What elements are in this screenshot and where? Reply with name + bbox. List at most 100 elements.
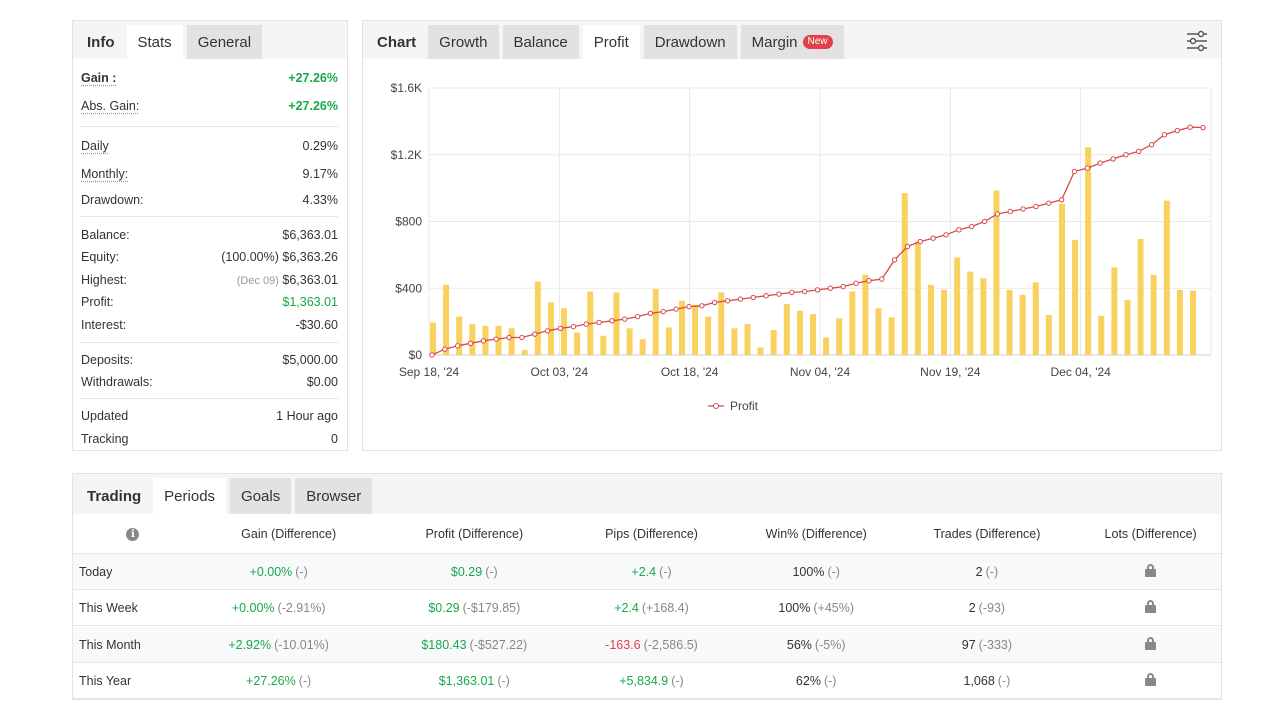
- profit-point: [634, 313, 641, 320]
- profit-point: [1174, 127, 1180, 134]
- tab-general[interactable]: General: [186, 25, 263, 59]
- stat-monthly: Monthly: 9.17%: [81, 164, 338, 184]
- profit-point: [1187, 124, 1193, 130]
- stat-tracking-label: Tracking: [81, 432, 129, 446]
- tab-browser[interactable]: Browser: [295, 478, 373, 514]
- stat-tracking: Tracking 0: [81, 429, 338, 449]
- stat-balance-label: Balance:: [81, 228, 130, 242]
- col-profit: Profit (Difference): [425, 526, 524, 541]
- profit-bar: [430, 322, 436, 355]
- profit-point: [532, 331, 538, 337]
- profit-bar: [705, 316, 712, 355]
- stat-daily-value: 0.29%: [302, 139, 338, 153]
- stat-withdrawals-value: $0.00: [306, 375, 338, 389]
- stat-equity-value: (100.00%) $6,363.26: [221, 250, 338, 264]
- stat-highest: Highest: (Dec 09) $6,363.01: [81, 270, 338, 290]
- trades-diff: (-): [985, 564, 999, 579]
- tab-info[interactable]: Info: [87, 33, 115, 51]
- profit-bar: [770, 329, 777, 355]
- profit-point: [981, 218, 988, 225]
- chart-settings-icon[interactable]: [1185, 29, 1209, 53]
- win-diff: (-): [823, 673, 837, 688]
- stat-gain-label[interactable]: Gain :: [81, 71, 117, 85]
- table-row: This Year +27.26% (-) $1,363.01 (-) +5,834…: [73, 663, 1221, 699]
- profit-bar: [1032, 282, 1039, 355]
- profit-bar: [980, 278, 987, 355]
- tab-stats[interactable]: Stats: [126, 25, 183, 59]
- profit-bar: [1085, 147, 1092, 355]
- period-label: This Year: [79, 673, 132, 688]
- lock-icon: [1145, 563, 1157, 577]
- gain-value: +27.26%: [246, 673, 296, 688]
- profit-bar: [862, 274, 869, 355]
- col-lots: Lots (Difference): [1104, 526, 1197, 541]
- profit-bar: [547, 302, 554, 355]
- profit-diff: (-): [485, 564, 498, 579]
- stat-deposits-label: Deposits:: [81, 353, 134, 367]
- profit-bar: [914, 241, 921, 355]
- stat-interest: Interest: -$30.60: [81, 315, 338, 335]
- tab-growth[interactable]: Growth: [428, 25, 499, 59]
- stat-interest-label: Interest:: [81, 318, 127, 332]
- profit-point: [673, 306, 679, 312]
- info-icon[interactable]: i: [126, 528, 140, 541]
- profit-bar: [744, 324, 751, 355]
- profit-bar: [1072, 239, 1079, 355]
- profit-bar: [888, 317, 895, 355]
- profit-point: [763, 293, 769, 299]
- profit-bar: [639, 339, 646, 355]
- tab-balance[interactable]: Balance: [502, 25, 579, 59]
- profit-bar: [901, 193, 908, 355]
- stat-monthly-label[interactable]: Monthly:: [81, 167, 129, 181]
- divider: [81, 216, 338, 217]
- profit-bar: [875, 308, 882, 355]
- tab-drawdown[interactable]: Drawdown: [643, 25, 737, 59]
- profit-point: [866, 278, 872, 284]
- win-value: 62%: [795, 673, 821, 688]
- pips-value: +5,834.9: [619, 673, 669, 688]
- profit-bar: [1190, 290, 1196, 355]
- pips-diff: (+168.4): [641, 600, 689, 615]
- profit-value: $180.43: [421, 637, 467, 652]
- tab-chart[interactable]: Chart: [377, 33, 417, 51]
- profit-bar: [652, 289, 659, 355]
- profit-diff: (-$179.85): [462, 600, 521, 615]
- profit-point: [904, 243, 911, 250]
- stat-drawdown-label: Drawdown:: [81, 193, 144, 207]
- y-tick-label: $1.2K: [391, 148, 422, 162]
- gain-diff: (-10.01%): [274, 637, 329, 652]
- divider: [81, 342, 338, 343]
- profit-point: [686, 303, 692, 310]
- tab-periods[interactable]: Periods: [153, 478, 227, 514]
- tab-margin[interactable]: Margin New: [740, 25, 844, 59]
- profit-bar: [836, 318, 843, 355]
- profit-point: [969, 223, 975, 230]
- tab-profit[interactable]: Profit: [582, 25, 640, 59]
- x-tick-label: Nov 04, '24: [790, 365, 851, 379]
- stat-abs-gain-label[interactable]: Abs. Gain:: [81, 99, 140, 113]
- win-value: 56%: [786, 637, 812, 652]
- profit-bar: [534, 281, 541, 355]
- tab-goals[interactable]: Goals: [230, 478, 292, 514]
- stats-tabbar: Info Stats General: [73, 21, 347, 59]
- profit-point: [1071, 168, 1078, 175]
- profit-bar: [443, 284, 450, 355]
- profit-point: [840, 283, 846, 290]
- x-tick-label: Sep 18, '24: [399, 365, 460, 379]
- profit-point: [506, 334, 512, 341]
- tab-trading[interactable]: Trading: [87, 487, 142, 505]
- win-diff: (+45%): [813, 600, 855, 615]
- stat-withdrawals: Withdrawals: $0.00: [81, 372, 338, 392]
- profit-point: [853, 280, 859, 286]
- divider: [81, 398, 338, 399]
- profit-bar: [783, 304, 790, 355]
- stat-profit-value: $1,363.01: [282, 295, 338, 309]
- profit-point: [429, 352, 435, 358]
- x-tick-label: Nov 19, '24: [920, 365, 981, 379]
- col-win: Win% (Difference): [765, 526, 867, 541]
- profit-bar: [1006, 289, 1013, 355]
- table-row: This Month +2.92% (-10.01%) $180.43 (-$527…: [73, 627, 1221, 663]
- pips-diff: (-2,586.5): [643, 637, 698, 652]
- profit-point: [493, 336, 499, 342]
- stat-daily-label[interactable]: Daily: [81, 139, 109, 153]
